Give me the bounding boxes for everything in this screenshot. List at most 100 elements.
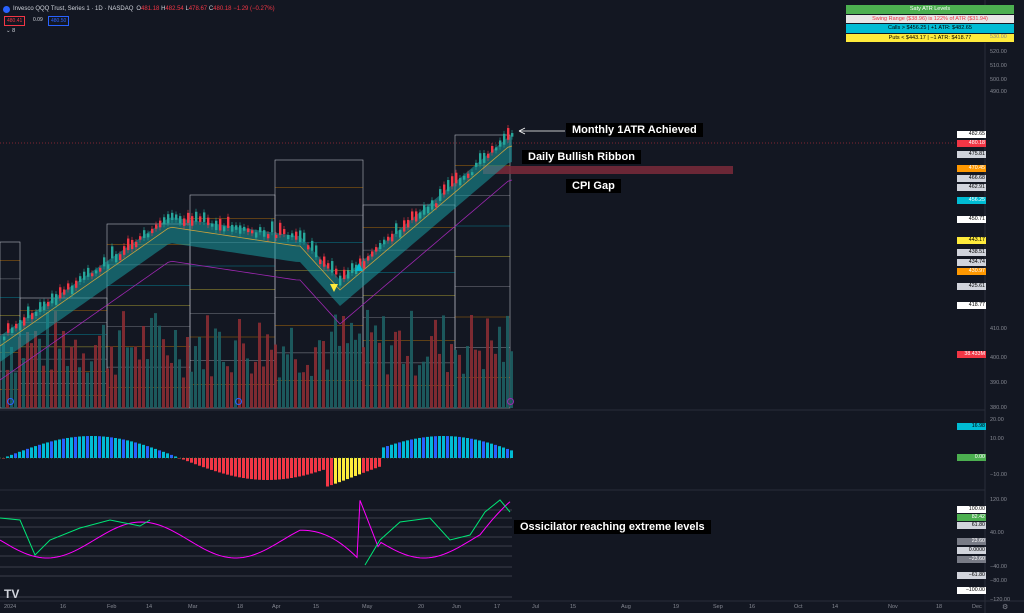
volume-bar [182,377,185,408]
volume-bar [218,331,221,408]
momentum-bar [382,447,385,458]
sell-price-box[interactable]: 480.41 [4,16,26,26]
candle-body [95,270,98,274]
volume-bar [290,327,293,408]
volume-bar [10,346,13,408]
candle-body [347,270,350,279]
candle-body [327,263,330,269]
x-axis-tick-label: Jul [532,604,540,610]
x-axis-tick-label: Aug [621,604,631,610]
momentum-bar [22,450,25,458]
price-level-label: 425.61 [957,283,986,290]
buy-signal-marker [355,263,363,271]
candle-body [467,173,470,178]
symbol-title[interactable]: Invesco QQQ Trust, Series 1 · 1D · NASDA… [13,6,134,12]
momentum-bar [258,458,261,480]
indicators-toggle[interactable]: ⌄ 8 [6,28,16,34]
candle-body [379,242,382,250]
sell-signal-marker [330,284,338,292]
event-marker-icon[interactable] [7,398,14,405]
momentum-bar [330,458,333,486]
volume-bar [462,373,465,408]
momentum-bar [482,441,485,458]
candle-body [59,287,62,299]
volume-bar [490,340,493,408]
volume-bar [418,365,421,408]
volume-bar [206,315,209,408]
momentum-bar [390,444,393,458]
momentum-bar [174,456,177,458]
momentum-bar [30,447,33,458]
candle-body [443,184,446,195]
bullish-ribbon-band [0,136,512,362]
momentum-bar [298,458,301,477]
momentum-bar [202,458,205,468]
candle-body [195,211,198,222]
event-marker-icon[interactable] [507,398,514,405]
momentum-bar [222,458,225,474]
volume-bar [478,350,481,408]
oscillator-scale-tick: −120.00 [990,597,1011,603]
volume-bar [454,349,457,408]
momentum-bar [290,458,293,478]
event-marker-icon[interactable] [235,398,242,405]
x-axis-tick-label: 16 [60,604,67,610]
volume-bar [30,343,33,408]
volume-bar [122,311,125,408]
price-level-label: 466.68 [957,175,986,182]
candle-body [503,133,506,145]
volume-bar [42,365,45,408]
atr-table-puts: Puts < $443.17 | −1 ATR: $418.77 [846,33,1014,43]
price-scale-tick: 400.00 [990,355,1007,361]
volume-bar [446,372,449,408]
volume-bar [82,353,85,408]
volume-bar [146,359,149,408]
candle-body [295,231,298,240]
x-axis-tick-label: 14 [832,604,839,610]
candle-body [491,146,494,153]
candle-body [127,238,130,251]
buy-price-box[interactable]: 480.50 [48,16,70,26]
candle-body [259,227,262,233]
candle-body [463,175,466,180]
candle-body [171,212,174,221]
volume-bar [406,355,409,408]
x-axis-tick-label: 14 [146,604,153,610]
candle-body [111,246,114,259]
volume-bar [2,343,5,408]
momentum-bar [278,458,281,480]
x-axis-tick-label: 18 [936,604,943,610]
momentum-bar [338,458,341,483]
volume-bar [210,376,213,408]
candle-body [487,153,490,158]
momentum-bar [134,442,137,458]
candle-body [131,239,134,250]
candle-body [167,214,170,224]
candle-body [243,226,246,231]
volume-bar [362,347,365,408]
volume-bar [106,368,109,408]
candle-body [271,221,274,233]
momentum-bar [214,458,217,472]
momentum-bar [246,458,249,479]
volume-bar [474,349,477,408]
momentum-value-label: 16.98 [957,423,986,430]
candle-body [31,313,34,320]
candle-body [251,230,254,234]
volume-bar [226,366,229,408]
volume-bar [346,343,349,408]
momentum-bar [170,454,173,458]
spread-value: 0.09 [33,17,43,23]
price-level-label: 475.81 [957,151,986,158]
momentum-bar [302,458,305,476]
momentum-bar [206,458,209,469]
candle-body [499,140,502,147]
candle-body [483,153,486,163]
momentum-bar [494,444,497,458]
volume-bar [302,372,305,408]
gear-icon[interactable]: ⚙ [1002,604,1009,611]
volume-bar [94,345,97,408]
candle-body [199,216,202,222]
candle-body [79,276,82,282]
